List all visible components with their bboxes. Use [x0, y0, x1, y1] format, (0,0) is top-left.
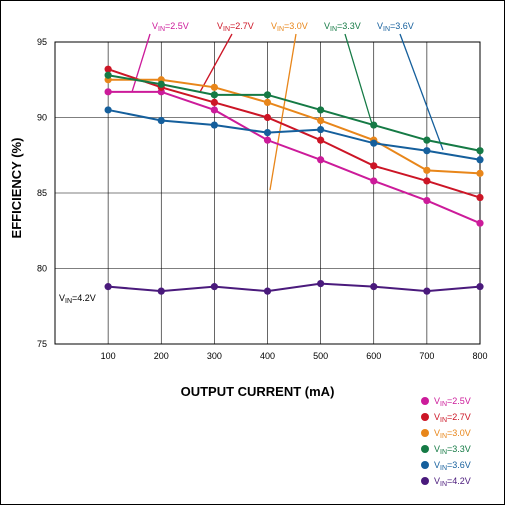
series-line: [108, 90, 481, 225]
data-point: [210, 98, 218, 106]
data-point: [210, 283, 218, 291]
data-point: [157, 287, 165, 295]
data-point: [104, 71, 112, 79]
data-point: [210, 106, 218, 114]
data-point: [263, 113, 272, 122]
x-tick-label: 100: [101, 351, 116, 361]
series-annotation: VIN=3.6V: [377, 21, 414, 33]
legend-label: VIN=3.3V: [434, 444, 471, 456]
series-line: [107, 108, 481, 161]
legend-marker: [421, 461, 429, 469]
data-point: [104, 283, 112, 291]
x-axis-label: OUTPUT CURRENT (mA): [181, 384, 335, 399]
data-point: [317, 136, 325, 144]
series-line: [107, 68, 481, 199]
legend-marker: [421, 397, 429, 405]
x-tick-label: 700: [419, 351, 434, 361]
x-tick-label: 400: [260, 351, 275, 361]
data-point: [317, 116, 325, 125]
series-annotation: VIN=2.7V: [217, 21, 254, 33]
data-point: [370, 139, 378, 147]
y-tick-labels: 75 80 85 90 95: [37, 37, 47, 349]
series-annotations: VIN=2.5V VIN=2.7V VIN=3.0V VIN=3.3V VIN=3.6V…: [59, 21, 414, 305]
data-point: [104, 106, 112, 114]
data-point: [370, 121, 378, 129]
legend-label: VIN=4.2V: [434, 476, 471, 488]
series-line: [108, 282, 481, 293]
y-axis-label: EFFICIENCY (%): [9, 138, 24, 239]
data-point: [423, 136, 431, 144]
series-annotation: VIN=3.3V: [324, 21, 361, 33]
data-point: [370, 283, 378, 291]
data-point: [476, 219, 484, 227]
data-point: [157, 116, 165, 125]
data-point: [476, 283, 484, 291]
y-tick-label: 90: [37, 113, 47, 123]
annotation-pointer: [131, 33, 151, 93]
series-annotation: VIN=3.0V: [271, 21, 308, 33]
legend-label: VIN=2.5V: [434, 396, 471, 408]
x-tick-label: 200: [154, 351, 169, 361]
data-point: [423, 147, 431, 155]
data-point: [423, 177, 431, 185]
data-point: [370, 177, 378, 185]
data-point: [317, 280, 325, 288]
y-tick-label: 75: [37, 339, 47, 349]
annotation-pointers: [131, 33, 444, 191]
data-point: [370, 162, 378, 170]
x-tick-label: 600: [366, 351, 381, 361]
plot-border: [54, 41, 481, 345]
series-line: [108, 78, 481, 175]
data-point: [476, 147, 484, 155]
series-line: [107, 74, 481, 152]
data-point: [476, 169, 484, 177]
data-point: [263, 98, 272, 106]
series-annotation: VIN=2.5V: [152, 21, 189, 33]
data-point: [263, 91, 272, 99]
annotation-pointer: [399, 33, 444, 151]
legend-marker: [421, 477, 429, 485]
series-lines: [104, 65, 484, 295]
legend-marker: [421, 429, 429, 437]
data-point: [476, 156, 484, 164]
grid: [55, 41, 481, 345]
legend-label: VIN=3.0V: [434, 428, 471, 440]
annotation-pointer: [344, 33, 373, 125]
data-point: [210, 91, 218, 99]
data-point: [317, 125, 325, 134]
series-annotation: VIN=4.2V: [59, 293, 96, 305]
annotation-pointer: [199, 33, 233, 93]
y-tick-label: 95: [37, 37, 47, 47]
annotation-pointer: [269, 33, 297, 191]
y-tick-label: 85: [37, 188, 47, 198]
legend-label: VIN=3.6V: [434, 460, 471, 472]
x-tick-label: 800: [472, 351, 487, 361]
x-tick-label: 300: [207, 351, 222, 361]
data-point: [263, 136, 272, 144]
legend-marker: [421, 445, 429, 453]
data-point: [476, 193, 484, 202]
data-point: [263, 287, 272, 295]
x-tick-labels: 100 200 300 400 500 600 700 800: [101, 351, 488, 361]
data-point: [210, 83, 218, 91]
data-point: [317, 156, 325, 164]
legend-marker: [421, 413, 429, 421]
y-tick-label: 80: [37, 264, 47, 274]
data-point: [157, 80, 165, 88]
data-point: [423, 196, 431, 205]
legend: VIN=2.5V VIN=2.7V VIN=3.0V VIN=3.3V VIN=3.6V…: [421, 396, 471, 488]
data-point: [423, 287, 431, 295]
data-point: [104, 65, 112, 73]
data-point: [104, 88, 112, 96]
data-point: [263, 129, 272, 137]
legend-label: VIN=2.7V: [434, 412, 471, 424]
data-point: [423, 166, 431, 174]
x-tick-label: 500: [313, 351, 328, 361]
data-point: [317, 106, 325, 114]
data-point: [210, 121, 218, 129]
